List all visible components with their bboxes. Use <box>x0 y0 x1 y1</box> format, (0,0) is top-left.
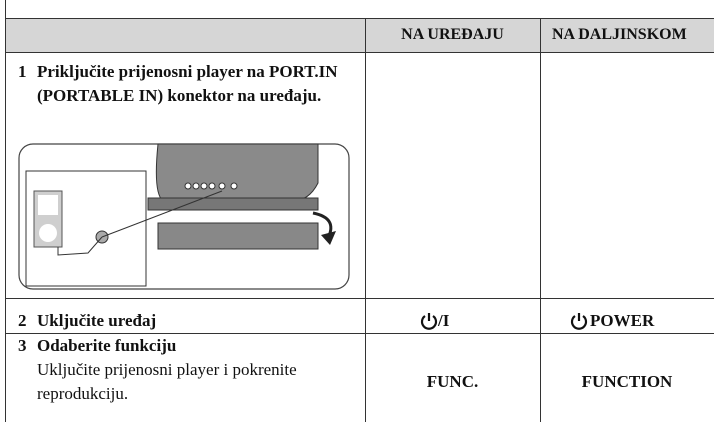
header-background <box>5 18 714 52</box>
power-key-label: POWER <box>570 309 654 333</box>
power-icon <box>570 313 588 330</box>
column-header: NA UREĐAJU <box>401 26 504 43</box>
remote-key: POWER <box>590 311 655 330</box>
column-header: NA DALJINSKOM <box>552 26 687 43</box>
step-text: Uključite prijenosni player i pokrenite … <box>37 360 297 403</box>
border <box>540 18 541 422</box>
step-title: Priključite prijenosni player na PORT.IN… <box>37 62 338 105</box>
step-title: Odaberite funkciju <box>37 336 177 355</box>
step-number: 1 <box>18 62 27 81</box>
border <box>5 333 714 334</box>
border <box>5 18 714 19</box>
border <box>5 298 714 299</box>
border <box>365 18 366 422</box>
device-key: /I <box>438 311 450 330</box>
power-button-label: /I <box>420 309 449 333</box>
border <box>5 0 6 422</box>
device-key: FUNC. <box>426 372 479 391</box>
illustration <box>18 143 350 290</box>
border <box>5 52 714 53</box>
remote-key: FUNCTION <box>581 372 673 391</box>
step-number: 2 <box>18 311 27 330</box>
power-icon <box>420 313 438 330</box>
step-title: Uključite uređaj <box>37 311 157 330</box>
step-number: 3 <box>18 336 27 355</box>
